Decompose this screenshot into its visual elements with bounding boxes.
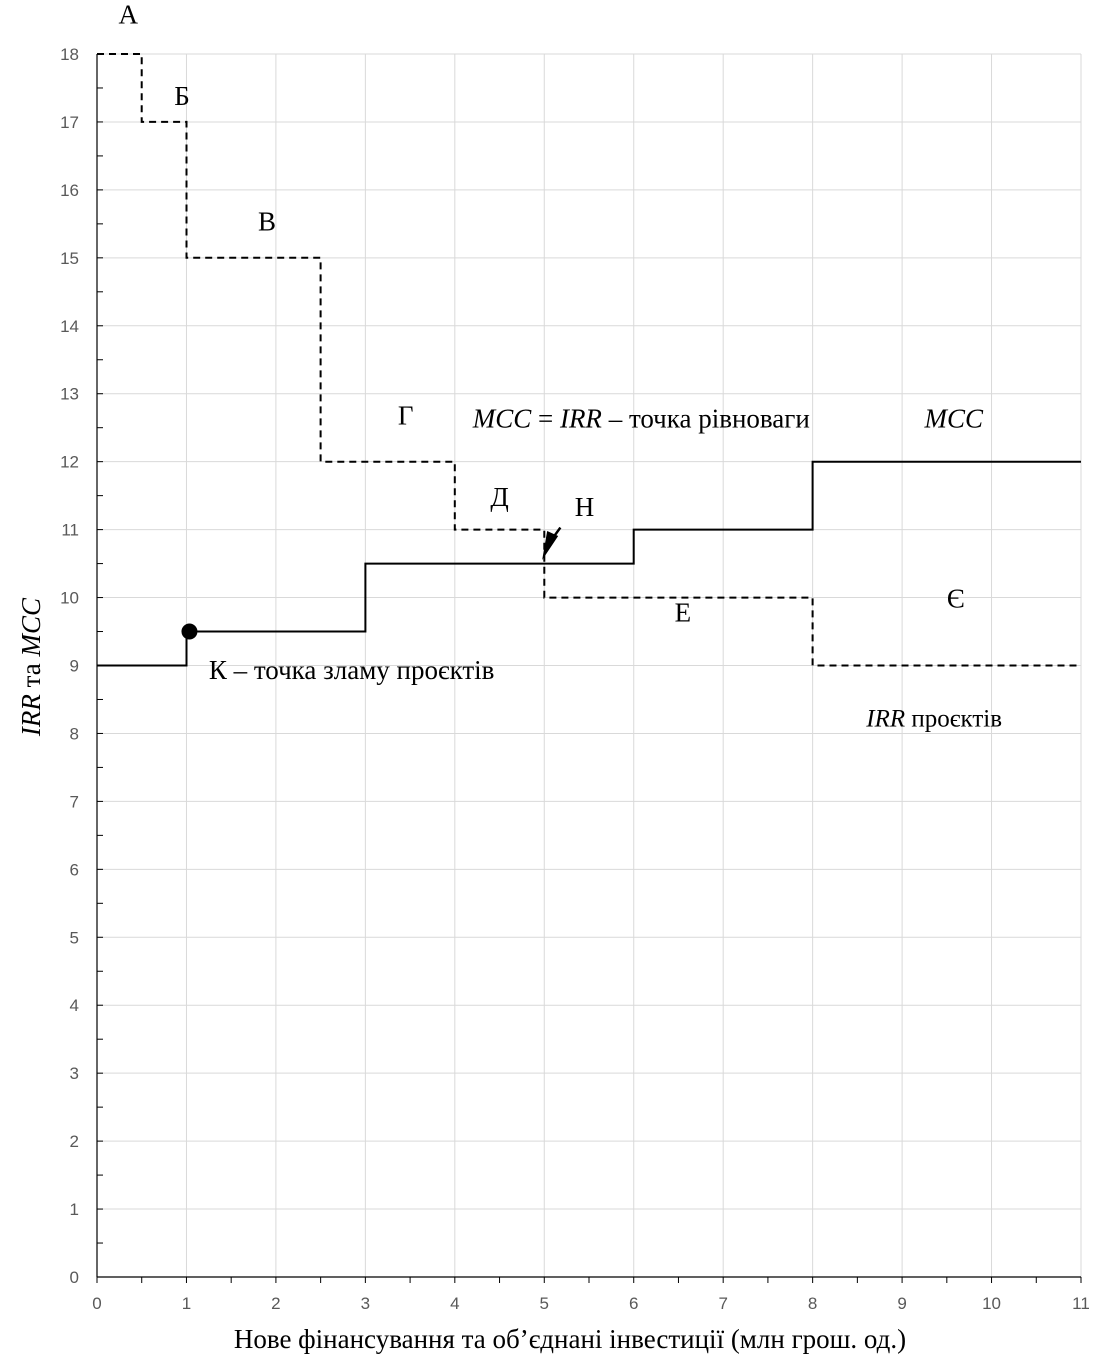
y-axis-title-mid: та <box>16 656 46 694</box>
y-tick-label: 1 <box>70 1200 79 1219</box>
mcc-step-line <box>97 460 1081 667</box>
mcc-series-label: MCC <box>923 404 984 434</box>
irr-series-label-rest: проєктів <box>905 706 1002 733</box>
equilibrium-eq: = <box>531 404 560 434</box>
x-tick-label: 9 <box>897 1294 906 1313</box>
y-tick-label: 10 <box>60 589 79 608</box>
y-tick-label: 8 <box>70 724 79 743</box>
x-tick-label: 4 <box>450 1294 459 1313</box>
equilibrium-mcc: MCC <box>472 404 533 434</box>
irr-series-label: IRR проєктів <box>865 706 1002 733</box>
y-tick-label: 6 <box>70 860 79 879</box>
x-tick-label: 5 <box>540 1294 549 1313</box>
y-tick-label: 2 <box>70 1132 79 1151</box>
y-tick-label: 17 <box>60 113 79 132</box>
equilibrium-irr: IRR <box>559 404 602 434</box>
y-axis-title: IRR та MCC <box>16 597 46 737</box>
y-tick-label: 18 <box>60 45 79 64</box>
region-label: Б <box>174 81 190 111</box>
y-tick-label: 11 <box>61 521 79 540</box>
x-tick-label: 6 <box>629 1294 638 1313</box>
irr-step-line <box>97 53 1081 667</box>
break-point-label: К – точка зламу проєктів <box>209 655 495 685</box>
equilibrium-arrow-head <box>542 530 559 560</box>
region-label: Е <box>675 597 692 627</box>
region-label: Д <box>490 482 508 512</box>
y-axis-title-irr: IRR <box>16 694 46 737</box>
region-label: Є <box>947 584 965 614</box>
x-axis-title: Нове фінансування та об’єднані інвестиці… <box>234 1324 906 1354</box>
y-axis-title-mcc: MCC <box>16 597 46 658</box>
y-tick-label: 13 <box>60 385 79 404</box>
x-tick-label: 7 <box>718 1294 727 1313</box>
x-tick-label: 10 <box>982 1294 1001 1313</box>
y-tick-label: 5 <box>70 928 79 947</box>
x-tick-label: 1 <box>182 1294 191 1313</box>
equilibrium-text: – точка рівноваги <box>602 404 810 434</box>
series-lines <box>97 53 1081 667</box>
equilibrium-label: MCC = IRR – точка рівноваги <box>472 404 810 434</box>
y-tick-label: 16 <box>60 181 79 200</box>
region-label: В <box>258 207 276 237</box>
region-label: А <box>119 0 139 29</box>
y-tick-label: 0 <box>70 1268 79 1287</box>
y-tick-label: 7 <box>70 792 79 811</box>
break-point-marker <box>181 623 198 640</box>
y-tick-label: 15 <box>60 249 79 268</box>
region-label: Г <box>398 400 414 430</box>
y-tick-label: 14 <box>60 317 79 336</box>
y-tick-label: 12 <box>60 453 79 472</box>
x-tick-label: 8 <box>808 1294 817 1313</box>
tick-labels: 0 1 2 3 4 5 6 7 8 9 10 1101234567891011121314151617… <box>60 45 1090 1313</box>
x-tick-label: 0 <box>92 1294 101 1313</box>
y-tick-label: 3 <box>70 1064 79 1083</box>
x-tick-label: 3 <box>361 1294 370 1313</box>
irr-series-label-italic: IRR <box>865 706 905 733</box>
y-tick-label: 4 <box>70 996 79 1015</box>
y-tick-label: 9 <box>70 657 79 676</box>
x-tick-label: 2 <box>271 1294 280 1313</box>
x-tick-label: 11 <box>1072 1294 1090 1313</box>
region-label: Н <box>575 492 595 522</box>
